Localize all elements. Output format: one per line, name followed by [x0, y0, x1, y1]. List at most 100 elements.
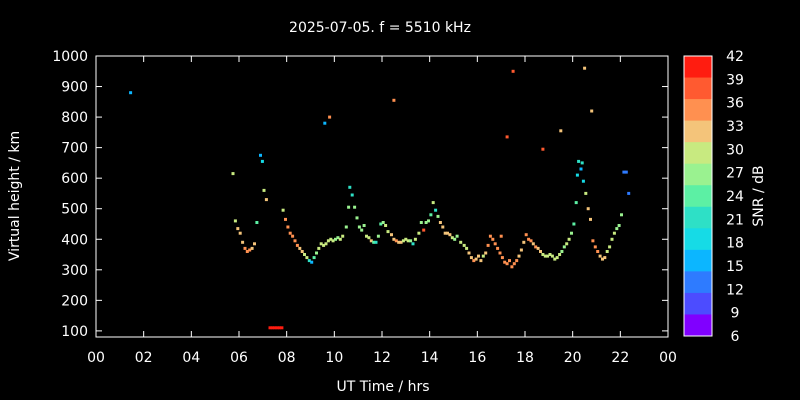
data-point: [527, 237, 531, 241]
data-point: [517, 254, 521, 258]
data-point: [462, 243, 466, 247]
data-point: [603, 256, 607, 260]
data-point: [481, 254, 485, 258]
data-point: [591, 239, 595, 243]
data-points: [129, 66, 631, 330]
data-point: [262, 188, 266, 192]
x-tick-label: 04: [182, 350, 200, 366]
y-tick-label: 900: [61, 80, 88, 96]
data-point: [562, 245, 566, 249]
y-tick-label: 500: [61, 202, 88, 218]
data-point: [586, 207, 590, 211]
data-point: [319, 242, 323, 246]
y-axis: 100 200 300 400 500 600 700 800 900 1000: [52, 49, 668, 340]
colorbar-tick-label: 24: [726, 189, 744, 205]
data-point: [541, 253, 545, 256]
x-tick-label: 22: [611, 350, 629, 366]
colorbar-tick-label: 36: [726, 96, 744, 112]
data-point: [392, 237, 396, 241]
data-point: [484, 251, 488, 255]
data-point: [580, 161, 584, 165]
data-point: [610, 237, 614, 241]
data-point: [275, 326, 279, 330]
data-point: [317, 246, 321, 250]
data-point: [329, 237, 333, 241]
data-point: [365, 234, 368, 238]
data-point: [446, 231, 449, 235]
data-point: [434, 208, 438, 212]
data-point: [550, 254, 554, 258]
colorbar-tick-label: 27: [726, 166, 744, 182]
data-point: [512, 262, 516, 266]
colorbar-band: [684, 314, 712, 337]
data-point: [322, 243, 326, 247]
data-point: [305, 256, 309, 260]
data-point: [315, 251, 318, 255]
data-point: [401, 239, 405, 243]
data-point: [572, 222, 576, 226]
data-point: [341, 234, 345, 238]
data-point: [331, 239, 335, 243]
data-point: [376, 234, 380, 238]
data-point: [505, 262, 509, 266]
data-point: [268, 326, 272, 330]
data-point: [286, 225, 290, 229]
data-point: [474, 257, 478, 261]
data-point: [238, 231, 242, 235]
data-point: [280, 326, 284, 330]
data-point: [360, 228, 364, 232]
data-point: [392, 98, 396, 102]
data-point: [548, 253, 552, 256]
data-point: [620, 213, 623, 217]
data-point: [581, 179, 585, 183]
colorbar-tick-label: 33: [726, 119, 744, 135]
data-point: [303, 253, 306, 256]
data-point: [524, 233, 528, 237]
data-point: [491, 237, 495, 241]
data-point: [515, 259, 519, 263]
data-point: [541, 147, 545, 151]
data-point: [496, 246, 500, 250]
colorbar-band: [684, 163, 712, 186]
data-point: [270, 326, 274, 330]
data-point: [627, 191, 631, 195]
data-point: [284, 217, 287, 221]
colorbar-band: [684, 271, 712, 294]
colorbar-label: SNR / dB: [751, 165, 767, 226]
data-point: [459, 240, 463, 244]
data-point: [253, 242, 256, 246]
data-point: [427, 219, 430, 223]
data-point: [347, 205, 351, 209]
data-point: [477, 254, 480, 258]
y-tick-label: 700: [61, 141, 88, 157]
colorbar-band: [684, 120, 712, 143]
data-point: [422, 228, 426, 232]
colorbar-band: [684, 206, 712, 229]
colorbar-band: [684, 249, 712, 272]
colorbar-frame: [683, 55, 713, 337]
data-point: [503, 260, 507, 264]
y-tick-label: 200: [61, 293, 88, 309]
data-point: [589, 217, 592, 221]
data-point: [622, 170, 626, 174]
y-tick-label: 600: [61, 171, 88, 187]
data-point: [612, 231, 616, 235]
data-point: [357, 225, 361, 229]
data-point: [511, 69, 515, 73]
colorbar-tick-label: 42: [726, 49, 744, 65]
data-point: [390, 233, 393, 237]
data-point: [367, 236, 371, 240]
colorbar-tick-label: 30: [726, 142, 744, 158]
y-tick-label: 400: [61, 232, 88, 248]
data-point: [465, 246, 469, 250]
data-point: [453, 237, 457, 241]
data-point: [310, 260, 314, 264]
data-point: [129, 91, 133, 95]
y-axis-label: Virtual height / km: [7, 131, 23, 261]
data-point: [424, 221, 428, 224]
x-axis-label: UT Time / hrs: [336, 379, 429, 395]
data-point: [326, 239, 330, 243]
data-point: [411, 242, 415, 246]
data-point: [583, 66, 587, 70]
data-point: [455, 234, 459, 238]
